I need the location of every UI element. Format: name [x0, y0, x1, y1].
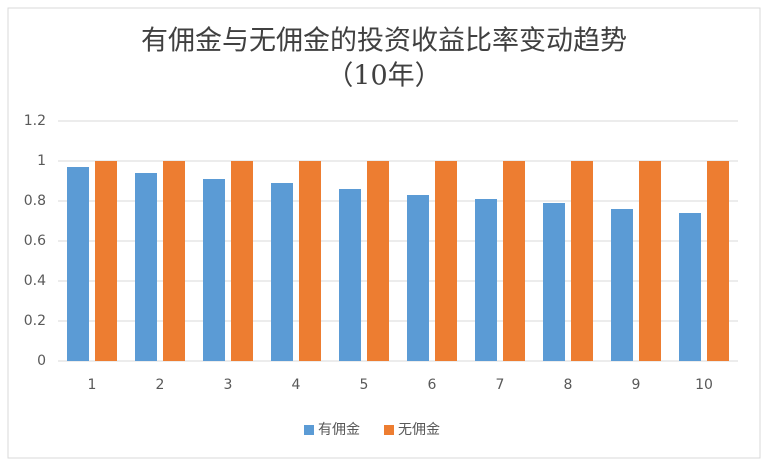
x-tick-label: 5 [360, 377, 369, 393]
x-tick-label: 2 [156, 377, 165, 393]
x-tick-label: 10 [695, 377, 713, 393]
y-tick-label: 0 [37, 353, 46, 369]
x-tick-label: 6 [428, 377, 437, 393]
x-tick-label: 7 [496, 377, 505, 393]
bar [203, 179, 225, 361]
x-tick-label: 8 [564, 377, 573, 393]
chart-title: 有佣金与无佣金的投资收益比率变动趋势 [141, 26, 627, 57]
bar [639, 161, 661, 361]
bar [543, 203, 565, 361]
y-tick-label: 0.8 [24, 193, 46, 209]
bar [367, 161, 389, 361]
bar [435, 161, 457, 361]
bar [679, 213, 701, 361]
bar [707, 161, 729, 361]
legend-swatch [384, 425, 394, 435]
legend-swatch [304, 425, 314, 435]
y-tick-label: 1.2 [24, 113, 46, 129]
bar [611, 209, 633, 361]
bar [407, 195, 429, 361]
bar [231, 161, 253, 361]
bar [299, 161, 321, 361]
bar [67, 167, 89, 361]
y-tick-label: 0.2 [24, 313, 46, 329]
bar [503, 161, 525, 361]
bar [339, 189, 361, 361]
x-tick-label: 9 [632, 377, 641, 393]
bar [271, 183, 293, 361]
y-tick-label: 0.6 [24, 233, 46, 249]
chart-subtitle: （10年） [326, 61, 441, 92]
y-tick-label: 1 [37, 153, 46, 169]
bar [163, 161, 185, 361]
y-tick-label: 0.4 [24, 273, 46, 289]
bar [135, 173, 157, 361]
legend-label: 无佣金 [398, 422, 440, 438]
x-tick-label: 4 [292, 377, 301, 393]
bar [475, 199, 497, 361]
x-tick-label: 3 [224, 377, 233, 393]
bar [95, 161, 117, 361]
bar [571, 161, 593, 361]
legend-label: 有佣金 [318, 422, 360, 438]
x-tick-label: 1 [88, 377, 97, 393]
